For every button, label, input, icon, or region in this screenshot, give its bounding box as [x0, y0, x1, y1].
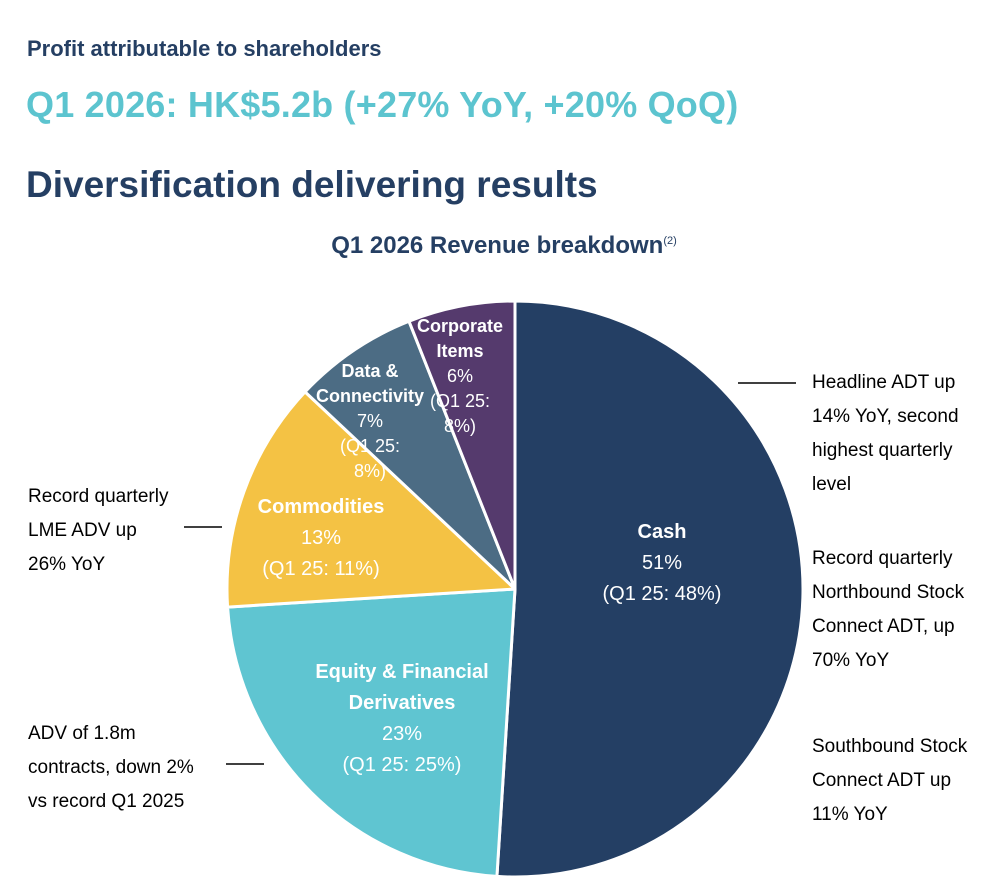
slice-label-name: Items	[436, 341, 483, 361]
slice-label-prior: (Q1 25:	[340, 436, 400, 456]
annotation-commodities: Record quarterly LME ADV up 26% YoY	[28, 480, 208, 582]
chart-title: Q1 2026 Revenue breakdown	[331, 232, 664, 259]
headline-metric: Q1 2026: HK$5.2b (+27% YoY, +20% QoQ)	[26, 84, 739, 125]
annotation-line: highest quarterly	[812, 440, 953, 461]
section-title: Diversification delivering results	[26, 164, 598, 205]
pie-slice-data-connectivity	[303, 319, 517, 591]
annotation-line: vs record Q1 2025	[28, 791, 185, 812]
slice-label-name: Data &	[341, 361, 398, 381]
slice-label-value: 51%	[642, 552, 682, 574]
slice-label-value: 13%	[301, 527, 341, 549]
annotation-cash-southbound: Southbound Stock Connect ADT up 11% YoY	[812, 730, 1002, 832]
annotation-line: Southbound Stock	[812, 736, 968, 757]
slice-label-value: 7%	[357, 411, 383, 431]
annotation-line: Record quarterly	[28, 486, 169, 507]
pie-slice-labels: Cash 51% (Q1 25: 48%) Equity & Financial Der…	[258, 316, 722, 776]
slice-label-prior: (Q1 25: 25%)	[343, 754, 462, 776]
pie-slice-corporate-items	[407, 299, 517, 591]
annotation-cash-headline-adt: Headline ADT up 14% YoY, second highest …	[812, 366, 1002, 502]
slice-label-value: 23%	[382, 723, 422, 745]
slice-label-name: Derivatives	[349, 692, 456, 714]
annotation-line: Northbound Stock	[812, 582, 965, 603]
annotation-line: level	[812, 474, 852, 495]
slice-label-prior: (Q1 25: 48%)	[603, 583, 722, 605]
annotation-line: 11% YoY	[812, 804, 888, 825]
annotation-line: Connect ADT up	[812, 770, 952, 791]
chart-title-footnote: (2)	[663, 235, 677, 247]
pie-slices	[225, 299, 805, 879]
slice-label-prior: 8%)	[444, 416, 476, 436]
annotation-line: 26% YoY	[28, 554, 106, 575]
annotation-equity: ADV of 1.8m contracts, down 2% vs record…	[28, 717, 228, 819]
pie-slice-commodities	[225, 390, 517, 609]
slice-label-prior: 8%)	[354, 461, 386, 481]
slice-label-value: 6%	[447, 366, 473, 386]
slice-label-name: Commodities	[258, 496, 385, 518]
slice-label-name: Cash	[638, 521, 687, 543]
annotation-line: 14% YoY, second	[812, 406, 959, 427]
chart-title-container: Q1 2026 Revenue breakdown(2)	[0, 232, 1008, 260]
pie-slice-cash	[495, 299, 805, 879]
slice-label-prior: (Q1 25:	[430, 391, 490, 411]
slice-label-name: Equity & Financial	[315, 661, 488, 683]
annotation-line: ADV of 1.8m	[28, 723, 136, 744]
annotation-line: Record quarterly	[812, 548, 953, 569]
pie-slice-equity-financial-derivatives	[226, 587, 517, 878]
annotation-line: LME ADV up	[28, 520, 137, 541]
slice-label-name: Corporate	[417, 316, 503, 336]
slice-label-name: Connectivity	[316, 386, 424, 406]
annotation-cash-northbound: Record quarterly Northbound Stock Connec…	[812, 542, 1002, 678]
eyebrow-title: Profit attributable to shareholders	[27, 36, 382, 61]
annotation-line: contracts, down 2%	[28, 757, 194, 778]
annotation-line: Headline ADT up	[812, 372, 956, 393]
annotation-line: 70% YoY	[812, 650, 890, 671]
slice-label-prior: (Q1 25: 11%)	[262, 558, 379, 580]
annotation-line: Connect ADT, up	[812, 616, 955, 637]
annotation-leader-lines	[184, 382, 796, 765]
